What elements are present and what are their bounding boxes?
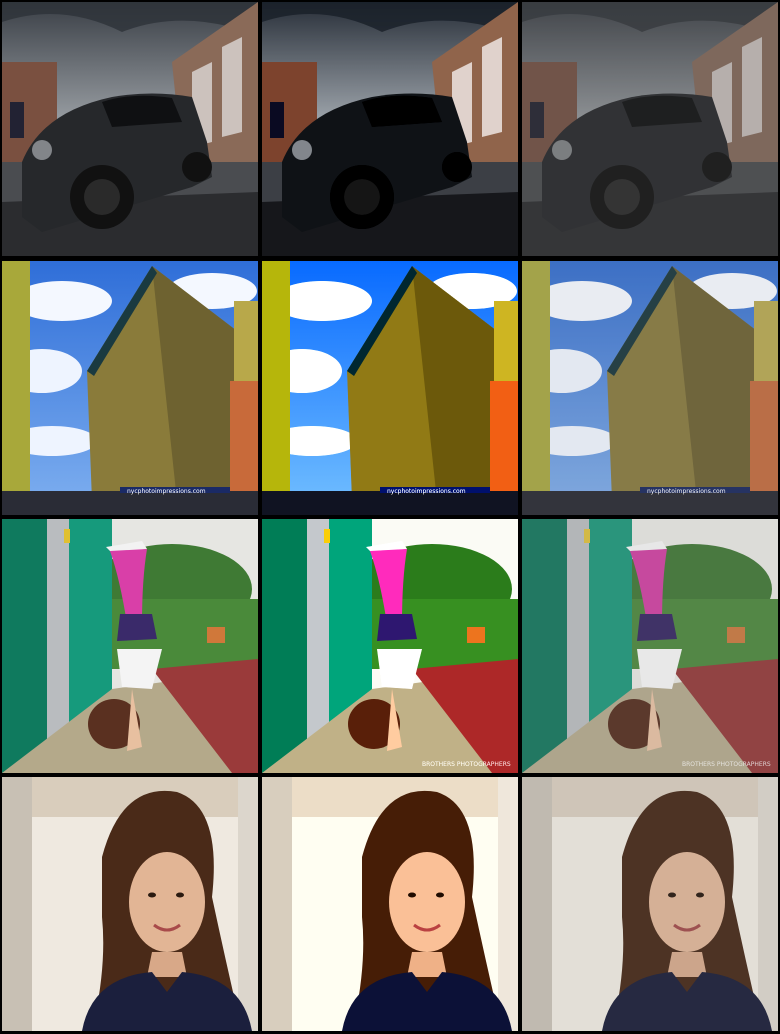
portrait-scene [2,777,258,1031]
car-scene [2,2,258,256]
watermark-text: BROTHERS PHOTOGRAPHERS [682,761,771,768]
building-photo-original: nycphotoimpressions.com [2,261,258,515]
building-photo-muted: nycphotoimpressions.com [522,261,778,515]
portrait-photo-original [2,777,258,1031]
watermark-text: BROTHERS PHOTOGRAPHERS [422,761,511,768]
watermark-text: nycphotoimpressions.com [127,488,206,495]
handstand-photo-muted: BROTHERS PHOTOGRAPHERS [522,519,778,773]
handstand-photo-enhanced: BROTHERS PHOTOGRAPHERS [262,519,518,773]
portrait-photo-enhanced [262,777,518,1031]
watermark-text: nycphotoimpressions.com [647,488,726,495]
building-scene: nycphotoimpressions.com [2,261,258,515]
handstand-scene [2,519,258,773]
car-photo-enhanced [262,2,518,256]
handstand-photo-original [2,519,258,773]
watermark-text: nycphotoimpressions.com [387,488,466,495]
portrait-photo-muted [522,777,778,1031]
car-photo-muted [522,2,778,256]
car-photo-original [2,2,258,256]
building-photo-enhanced: nycphotoimpressions.com [262,261,518,515]
